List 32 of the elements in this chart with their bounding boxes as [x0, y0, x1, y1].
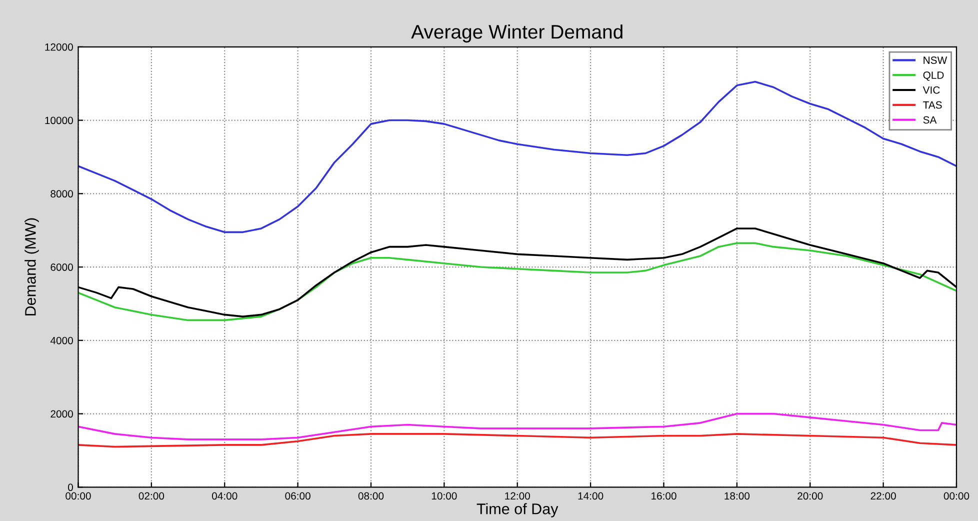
y-tick-label: 0	[68, 484, 73, 492]
x-tick-label: 00:00	[66, 492, 91, 500]
x-tick-label: 06:00	[285, 492, 310, 500]
legend-label: SA	[923, 116, 937, 124]
x-axis-title: Time of Day	[476, 503, 558, 518]
line-series	[78, 80, 956, 234]
y-tick-label: 10000	[45, 116, 73, 124]
y-tick-label: 4000	[50, 336, 73, 344]
legend-label: VIC	[922, 86, 940, 94]
x-tick-label: 04:00	[212, 492, 238, 500]
legend-label: TAS	[923, 101, 942, 109]
y-axis-title: Demand (MW)	[24, 218, 39, 316]
x-tick-label: 08:00	[358, 492, 384, 500]
x-tick-label: 00:00	[944, 492, 970, 500]
x-tick-label: 22:00	[870, 492, 896, 500]
line-series	[78, 242, 956, 322]
line-series	[78, 433, 956, 448]
x-tick-label: 18:00	[724, 492, 750, 500]
x-tick-label: 10:00	[432, 492, 457, 500]
y-tick-label: 2000	[50, 410, 73, 418]
x-tick-label: 12:00	[505, 492, 530, 500]
x-tick-label: 02:00	[138, 492, 164, 500]
y-tick-label: 6000	[50, 264, 73, 271]
line-series	[78, 412, 956, 440]
x-tick-label: 16:00	[652, 492, 676, 500]
y-tick-label: 8000	[50, 190, 73, 198]
chart-title: Average Winter Demand	[411, 24, 622, 43]
legend-label: NSW	[924, 56, 948, 64]
y-tick-label: 12000	[45, 43, 73, 51]
x-tick-label: 14:00	[578, 492, 604, 500]
x-tick-label: 20:00	[798, 492, 823, 500]
legend-label: QLD	[923, 71, 944, 81]
